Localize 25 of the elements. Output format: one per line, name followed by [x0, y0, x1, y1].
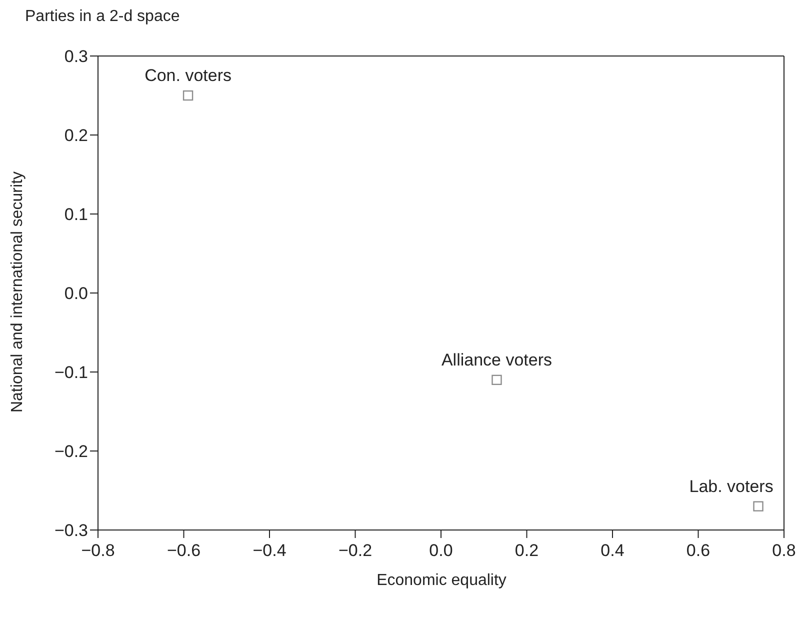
x-tick-label: 0.8 — [772, 541, 796, 560]
point — [492, 374, 502, 385]
point — [753, 501, 764, 512]
x-tick-label: 0.4 — [600, 541, 624, 560]
x-tick-label: 0.6 — [686, 541, 710, 560]
y-tick-label: 0.3 — [64, 47, 88, 66]
x-tick-label: −0.4 — [252, 541, 286, 560]
y-tick-label: −0.3 — [54, 521, 88, 540]
point — [182, 90, 194, 101]
y-tick-label: 0.2 — [64, 126, 88, 146]
x-tick-label: 0.0 — [429, 541, 453, 560]
y-tick-label: −0.1 — [54, 363, 88, 382]
y-tick-label: 0.0 — [64, 284, 88, 304]
x-tick-label: −0.2 — [338, 541, 372, 560]
series-label: Con. voters — [144, 66, 232, 85]
chart-title: Parties in a 2-d space — [25, 8, 180, 26]
y-axis-title: National and international security — [8, 170, 27, 415]
y-tick-label: −0.2 — [54, 442, 88, 462]
series-label: Alliance voters — [441, 350, 552, 370]
x-tick-label: −0.6 — [166, 541, 201, 560]
x-tick-label: −0.8 — [81, 541, 115, 560]
x-tick-label: 0.2 — [514, 541, 539, 560]
x-axis-title: Economic equality — [376, 572, 508, 590]
y-tick-label: 0.1 — [64, 205, 88, 224]
series-label: Lab. voters — [689, 476, 774, 496]
